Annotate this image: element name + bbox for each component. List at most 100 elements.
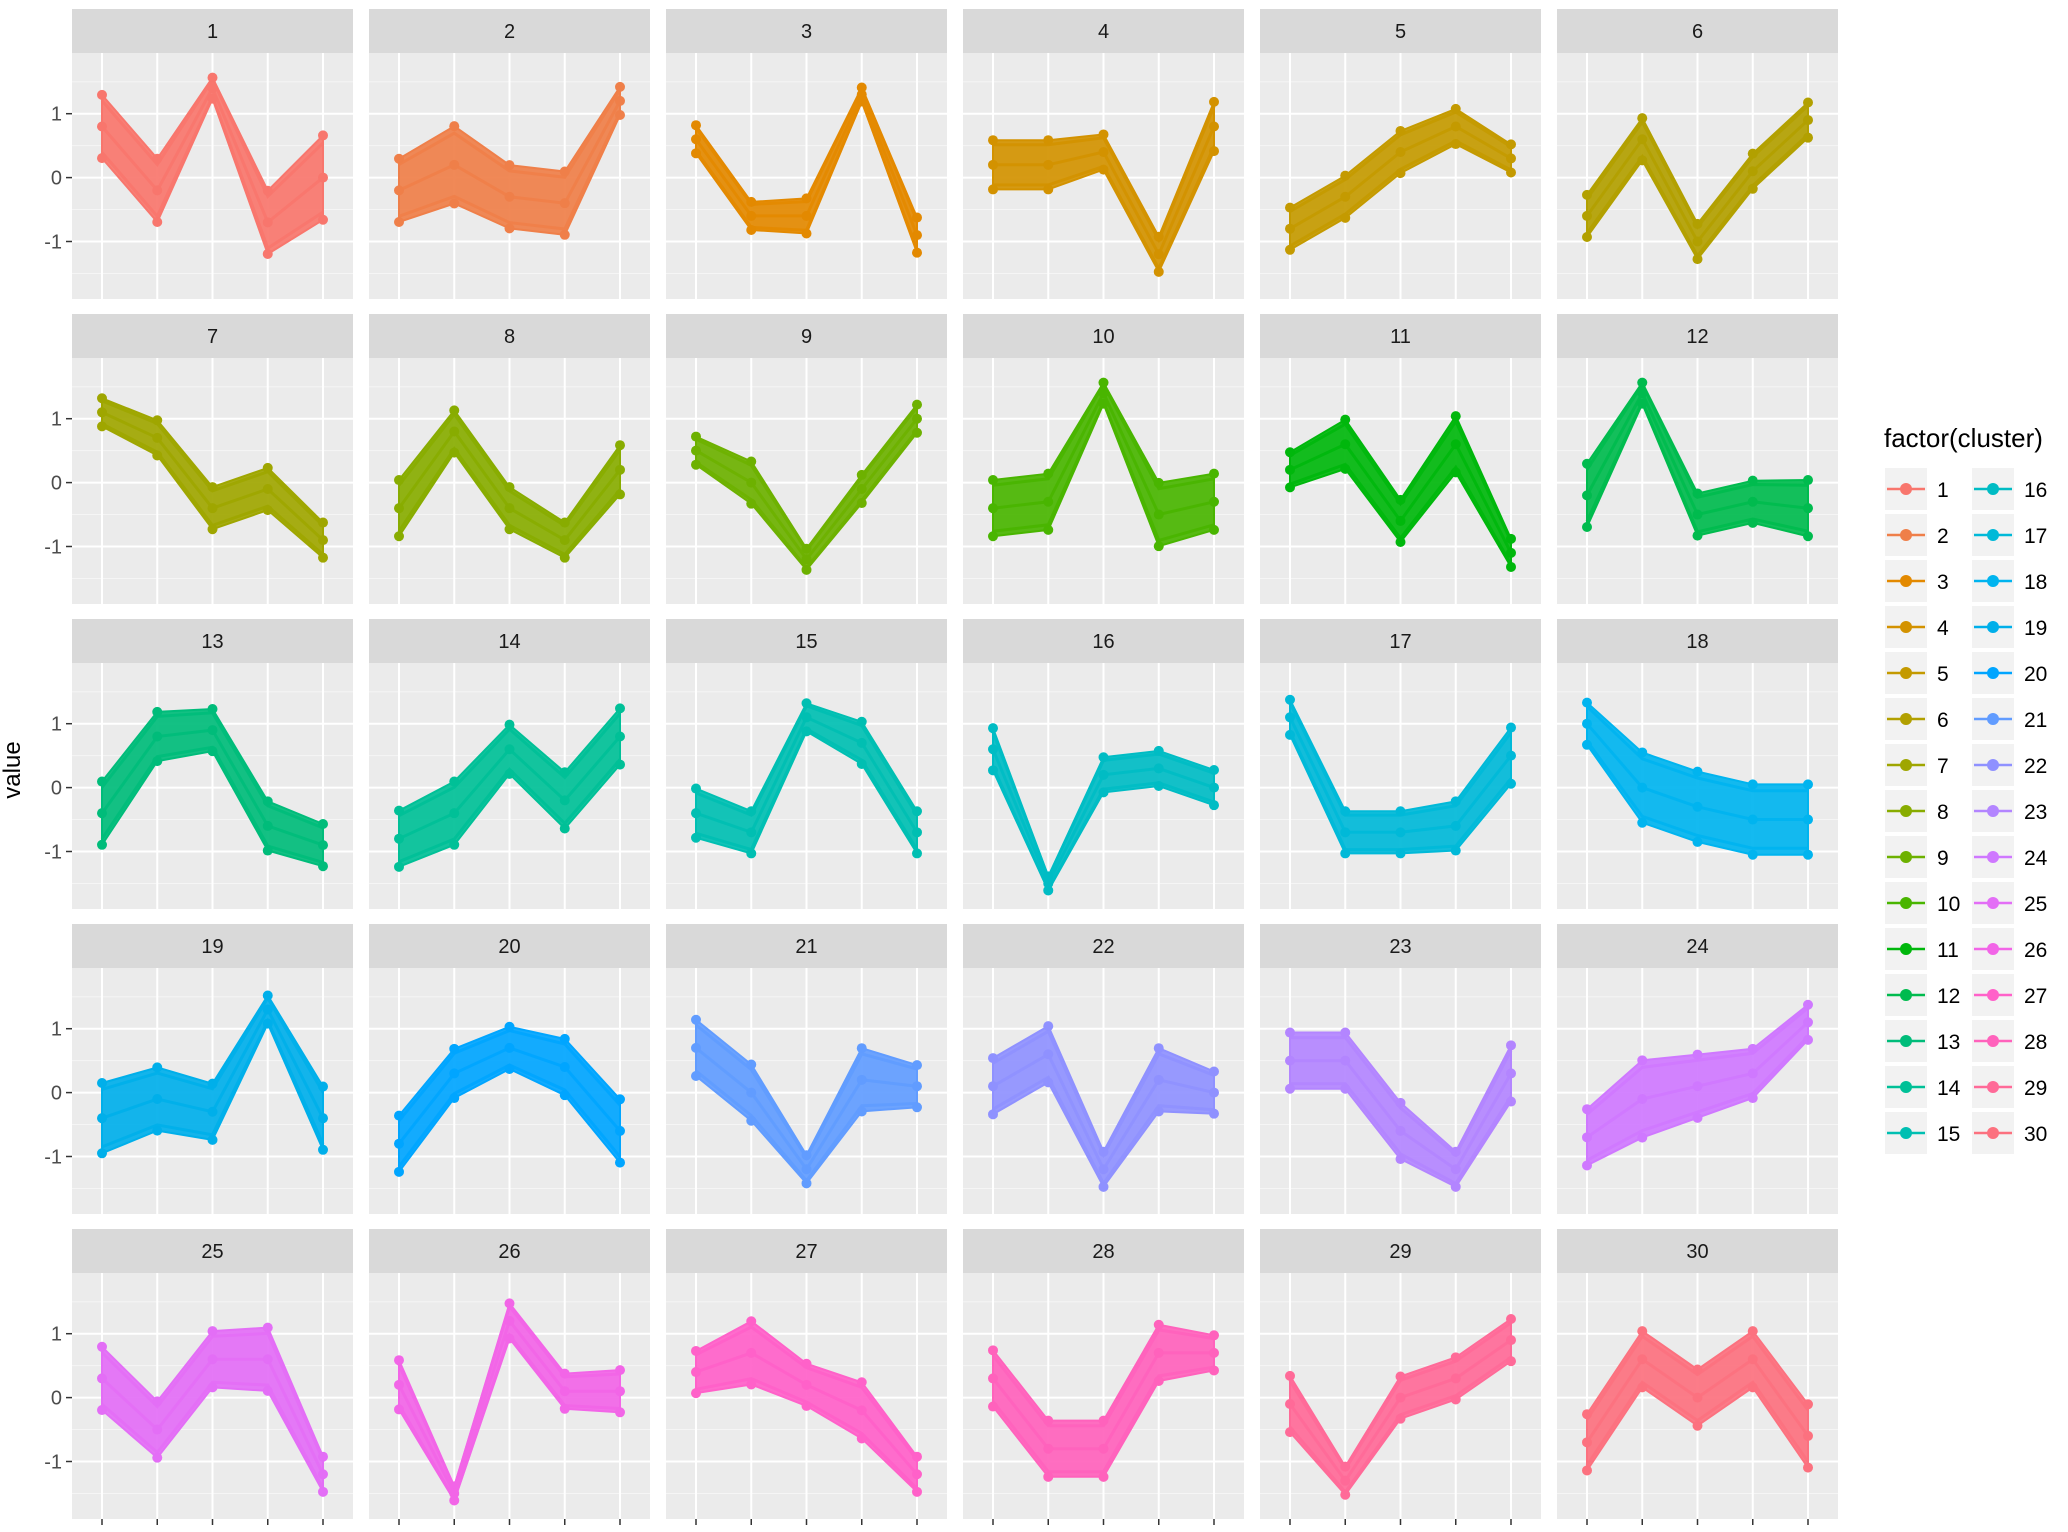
legend-item-12: 12 [1885, 974, 1960, 1016]
data-point [691, 445, 701, 456]
legend-item-13: 13 [1885, 1020, 1960, 1062]
data-point [1153, 763, 1164, 774]
data-point [1043, 1021, 1054, 1032]
data-point [318, 1469, 328, 1480]
facet-panel-6: 6 [1557, 9, 1838, 299]
legend-item-10: 10 [1885, 882, 1960, 924]
facet-panel-16: 16 [963, 619, 1244, 909]
data-point [1803, 1017, 1813, 1028]
legend-key-point [1900, 897, 1912, 909]
legend-key-point [1900, 1081, 1912, 1093]
legend-item-2: 2 [1885, 514, 1949, 556]
data-point [1692, 1112, 1703, 1123]
data-point [856, 716, 867, 727]
legend-key-point [1987, 529, 1999, 541]
data-point [559, 166, 570, 177]
data-point [1582, 1465, 1592, 1476]
data-point [207, 83, 218, 94]
legend-label: 24 [2024, 847, 2048, 870]
data-point [559, 1062, 570, 1073]
data-point [559, 767, 570, 778]
legend-label: 20 [2024, 663, 2047, 686]
data-point [615, 109, 625, 120]
data-point [1803, 475, 1813, 486]
data-point [394, 217, 404, 228]
data-point [1153, 781, 1164, 791]
data-point [559, 229, 570, 240]
data-point [912, 827, 922, 838]
data-point [1153, 1375, 1164, 1386]
data-point [1285, 1083, 1295, 1094]
data-point [1285, 244, 1295, 255]
data-point [801, 228, 812, 239]
data-point [801, 712, 812, 723]
data-point [262, 1004, 273, 1015]
data-point [1098, 1164, 1109, 1175]
data-point [1098, 388, 1109, 399]
data-point [746, 848, 757, 859]
legend-key-point [1987, 667, 1999, 679]
data-point [691, 1070, 701, 1081]
series-line-2 [398, 111, 622, 231]
data-point [856, 89, 867, 100]
data-point [1692, 801, 1703, 812]
legend-label: 14 [1937, 1077, 1961, 1100]
data-point [504, 1315, 515, 1326]
data-point [1285, 712, 1295, 723]
data-point [1043, 1415, 1054, 1426]
data-point [97, 808, 107, 819]
data-point [1582, 697, 1592, 708]
data-point [394, 503, 404, 514]
data-point [207, 482, 218, 493]
legend-label: 11 [1937, 939, 1959, 962]
facet-strip-label: 27 [795, 1241, 817, 1263]
legend-item-16: 16 [1972, 468, 2047, 510]
data-point [912, 230, 922, 241]
data-point [691, 459, 701, 470]
y-tick-label: 0 [51, 168, 62, 190]
data-point [1285, 223, 1295, 234]
facet-panel-24: 24 [1557, 924, 1838, 1214]
data-point [559, 517, 570, 528]
facet-panel-22: 22 [963, 924, 1244, 1214]
data-point [1043, 524, 1054, 535]
facet-strip-label: 17 [1389, 631, 1411, 653]
facet-panel-26: 26 [369, 1229, 650, 1525]
legend-item-11: 11 [1885, 928, 1959, 970]
data-point [1450, 411, 1461, 422]
data-point [1340, 414, 1351, 425]
legend-key-point [1987, 1035, 1999, 1047]
data-point [1637, 155, 1648, 166]
y-tick-label: 0 [51, 778, 62, 800]
data-point [318, 130, 328, 141]
data-point [615, 731, 625, 742]
legend: factor(cluster) 123456789101112131415161… [1884, 423, 2048, 1154]
data-point [318, 214, 328, 225]
data-point [1340, 827, 1351, 838]
data-point [1803, 132, 1813, 143]
data-point [1450, 439, 1461, 450]
data-point [1692, 836, 1703, 847]
legend-label: 12 [1937, 985, 1960, 1008]
y-axis-label: value [0, 741, 26, 798]
data-point [1043, 496, 1054, 507]
data-point [746, 1087, 757, 1098]
data-point [504, 1063, 515, 1074]
data-point [1692, 488, 1703, 499]
y-tick-label: -1 [44, 1451, 62, 1473]
data-point [1340, 1461, 1351, 1472]
facet-strip [1557, 9, 1838, 53]
data-point [207, 704, 218, 715]
data-point [1582, 739, 1592, 750]
facet-strip [666, 314, 947, 358]
data-point [1285, 729, 1295, 740]
data-point [1285, 1370, 1295, 1381]
data-point [504, 1333, 515, 1344]
legend-item-21: 21 [1972, 698, 2047, 740]
data-point [449, 426, 460, 437]
data-point [1395, 147, 1406, 158]
data-point [1209, 96, 1219, 107]
facet-strip-label: 26 [498, 1241, 520, 1263]
legend-item-27: 27 [1972, 974, 2047, 1016]
data-point [1153, 745, 1164, 756]
